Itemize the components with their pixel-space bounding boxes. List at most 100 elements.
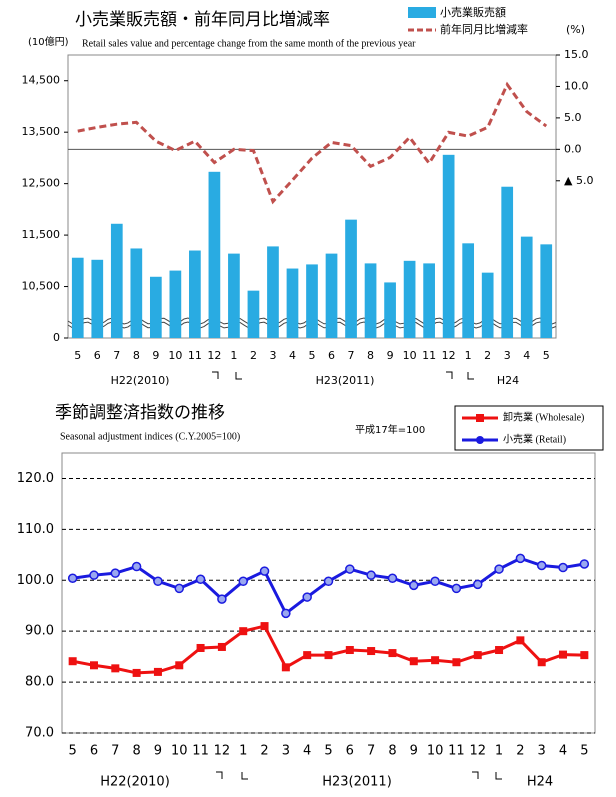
marker (67, 573, 78, 583)
bar (91, 259, 104, 338)
bracket (241, 772, 248, 780)
x-tick-label: 2 (516, 744, 524, 759)
marker (153, 576, 163, 587)
x-tick-label: 9 (152, 349, 159, 362)
y2-tick-label: 15.0 (564, 48, 589, 61)
bar (403, 260, 416, 338)
bar (169, 270, 182, 338)
bar (286, 268, 299, 338)
marker (324, 651, 333, 660)
marker (559, 650, 568, 659)
bracket (235, 372, 242, 380)
marker (516, 636, 525, 645)
marker (579, 559, 590, 569)
chart-subtitle: Seasonal adjustment indices (C.Y.2005=10… (60, 431, 240, 442)
y-tick-label: 90.0 (25, 624, 54, 639)
y-axis-label: (10億円) (28, 35, 69, 48)
marker (494, 564, 504, 574)
bracket (446, 371, 453, 379)
x-tick-label: 1 (230, 349, 237, 362)
legend-label: 小売業販売額 (440, 6, 506, 19)
y-tick-label: 14,500 (22, 74, 61, 87)
y-tick-label: 12,500 (22, 177, 61, 190)
marker (430, 576, 440, 587)
marker (536, 560, 547, 571)
marker (89, 570, 99, 580)
x-group-label: H23(2011) (322, 775, 392, 790)
x-group-label: H23(2011) (316, 374, 375, 387)
bar (481, 272, 494, 338)
legend-marker (476, 414, 484, 422)
marker (195, 574, 206, 585)
x-tick-label: 10 (403, 349, 417, 362)
x-tick-label: 9 (154, 744, 162, 759)
marker (451, 583, 462, 594)
marker (558, 562, 568, 573)
marker (472, 579, 483, 590)
y2-tick-label: 5.0 (564, 111, 582, 124)
marker (110, 568, 121, 578)
marker (387, 573, 398, 583)
marker (111, 664, 120, 673)
bracket (467, 372, 474, 380)
marker (259, 566, 270, 576)
bar (189, 250, 201, 338)
bracket (216, 771, 223, 779)
x-tick-label: 8 (367, 349, 374, 362)
x-tick-label: 3 (504, 349, 511, 362)
marker (68, 657, 77, 666)
x-tick-label: 11 (422, 349, 436, 362)
marker (366, 570, 376, 580)
y-tick-label: 110.0 (17, 522, 54, 537)
bar (306, 264, 318, 338)
x-tick-label: 6 (328, 349, 335, 362)
x-tick-label: 5 (543, 349, 550, 362)
marker (537, 658, 546, 667)
x-tick-label: 2 (260, 744, 268, 759)
x-tick-label: 3 (269, 349, 276, 362)
bar (384, 282, 396, 338)
marker (495, 646, 504, 655)
marker (302, 592, 312, 602)
y-tick-label: 0 (53, 331, 60, 344)
y2-tick-label: 0.0 (564, 142, 582, 155)
x-tick-label: 4 (559, 744, 567, 759)
y-tick-label: 11,500 (22, 228, 61, 241)
x-tick-label: 7 (367, 744, 375, 759)
x-tick-label: 1 (465, 349, 472, 362)
marker (409, 580, 419, 591)
marker (89, 661, 98, 670)
x-group-label: H22(2010) (111, 374, 170, 387)
marker (515, 553, 526, 564)
bar (247, 290, 260, 338)
marker (281, 608, 291, 619)
x-group-label: H22(2010) (100, 775, 170, 790)
x-tick-label: 1 (495, 744, 503, 759)
bar (325, 253, 338, 338)
legend-marker (476, 436, 484, 444)
x-tick-label: 6 (94, 349, 101, 362)
y-tick-label: 80.0 (25, 675, 54, 690)
bar (110, 223, 123, 338)
x-tick-label: 6 (346, 744, 354, 759)
marker (473, 651, 482, 660)
x-tick-label: 5 (74, 349, 81, 362)
marker (303, 651, 312, 660)
x-tick-label: 9 (387, 349, 394, 362)
x-tick-label: 10 (171, 744, 188, 759)
x-group-label: H24 (527, 775, 553, 790)
legend-swatch (408, 7, 436, 18)
marker (431, 656, 440, 665)
bar (228, 253, 240, 338)
bar (501, 186, 514, 338)
x-tick-label: 12 (442, 349, 456, 362)
y-tick-label: 10,500 (22, 280, 61, 293)
bracket (212, 371, 219, 379)
marker (175, 661, 184, 670)
y-tick-label: 13,500 (22, 125, 61, 138)
y2-axis-label: (%) (566, 23, 585, 36)
bar (520, 236, 533, 338)
marker (239, 627, 248, 636)
x-tick-label: 4 (289, 349, 296, 362)
bar (540, 244, 553, 338)
